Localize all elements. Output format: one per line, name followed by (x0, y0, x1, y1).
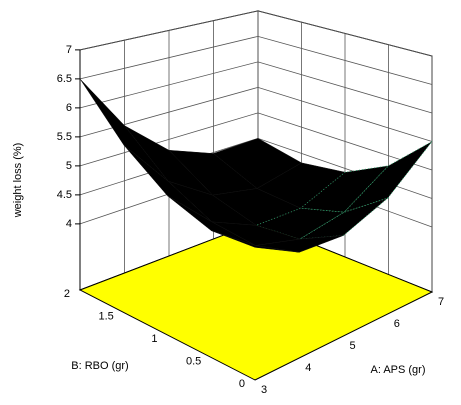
y-axis-title: B: RBO (gr) (71, 360, 128, 372)
z-tick-label: 6 (66, 102, 72, 114)
surface-cell (299, 165, 390, 213)
x-tick-label: 3 (261, 384, 267, 396)
x-tick-label: 4 (305, 362, 311, 374)
x-tick-label: 6 (394, 318, 400, 330)
z-tick-label: 5.5 (57, 131, 72, 143)
z-tick-label: 6.5 (57, 73, 72, 85)
surface-cell (299, 197, 389, 240)
surface-cell (255, 207, 346, 240)
surface-cell (211, 230, 300, 253)
x-tick-label: 5 (350, 340, 356, 352)
z-tick-label: 4 (66, 218, 72, 230)
y-tick-label: 1.5 (98, 310, 113, 322)
z-tick-label: 7 (66, 44, 72, 56)
y-tick-label: 1 (151, 333, 157, 345)
y-tick-label: 0.5 (186, 355, 201, 367)
x-axis-title: A: APS (gr) (370, 364, 425, 376)
z-tick-label: 4.5 (57, 189, 72, 201)
z-axis-title: weight loss (%) (12, 143, 24, 219)
y-tick-label: 2 (64, 288, 70, 300)
z-tick-label: 5 (66, 160, 72, 172)
x-tick-label: 7 (438, 296, 444, 308)
y-tick-label: 0 (239, 378, 245, 390)
